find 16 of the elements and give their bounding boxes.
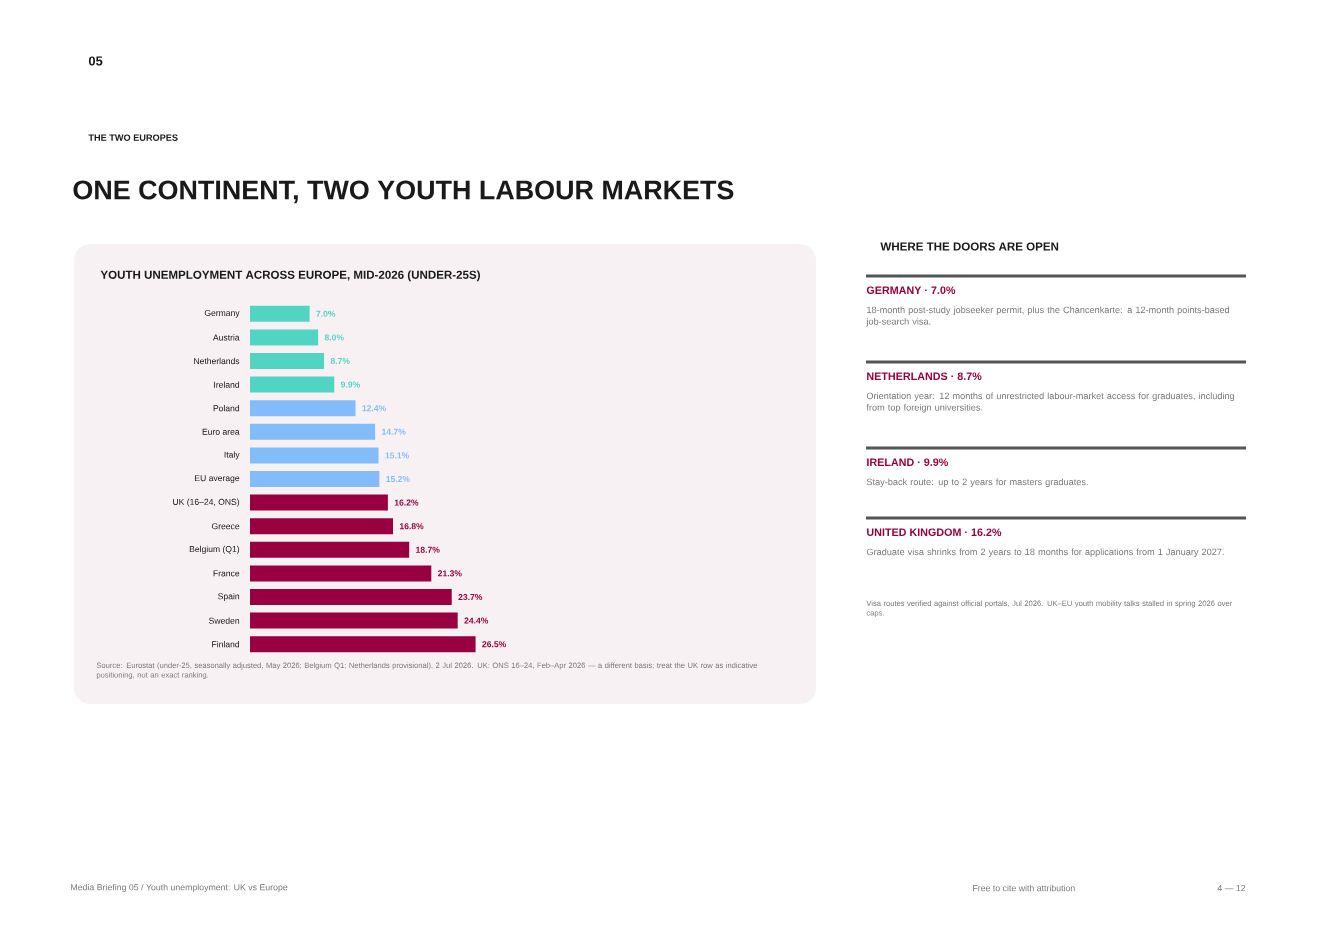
- bar: [250, 353, 325, 369]
- bar: [250, 636, 476, 653]
- bar: [250, 589, 452, 605]
- bar: [250, 612, 458, 629]
- bar: [250, 471, 380, 487]
- bar: [250, 305, 310, 322]
- bar: [250, 447, 379, 464]
- chart-title: ONE CONTINENT, TWO YOUTH LABOUR MARKETS: [73, 180, 734, 204]
- bar: [250, 329, 319, 346]
- bar: [250, 423, 376, 440]
- bar: [250, 565, 432, 582]
- bar: [250, 400, 356, 417]
- bar: [250, 518, 393, 535]
- bar: [250, 541, 410, 558]
- bar: [250, 376, 335, 393]
- bar: [250, 494, 388, 511]
